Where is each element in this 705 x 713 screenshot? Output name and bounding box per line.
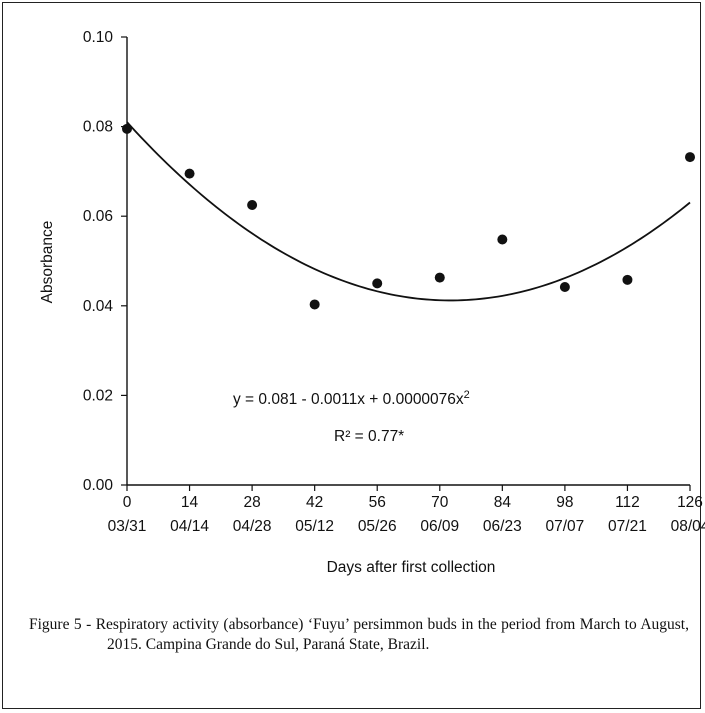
equation-text: y = 0.081 - 0.0011x + 0.0000076x: [233, 391, 464, 408]
x-ticks: 0 03/31 14 04/14 28 04/28 42 05/12 56 05/26 70 06/0…: [108, 485, 705, 535]
r-squared-label: R² = 0.77*: [334, 428, 404, 445]
y-tick-label: 0.06: [83, 208, 113, 225]
x-date-label: 03/31: [108, 518, 147, 535]
chart: 0.000.020.040.060.080.10 003/311404/1428…: [39, 29, 705, 576]
equation-superscript: 2: [464, 389, 470, 401]
data-point: [497, 234, 508, 245]
y-axis-title: Absorbance: [39, 221, 56, 304]
x-tick-label: 70: [431, 494, 449, 511]
y-tick-label: 0.08: [83, 119, 113, 136]
data-point: [559, 281, 570, 292]
x-date-label: 07/21: [608, 518, 647, 535]
x-date-label: 06/23: [483, 518, 522, 535]
x-tick-label: 84: [494, 494, 512, 511]
x-tick-label: 14: [181, 494, 199, 511]
x-tick-label: 0: [123, 494, 132, 511]
x-tick-label: 42: [306, 494, 323, 511]
data-point: [309, 299, 320, 310]
y-tick-label: 0.10: [83, 29, 114, 46]
x-tick-label: 28: [243, 494, 260, 511]
data-points: [122, 123, 695, 310]
y-ticks: 0.00 0.02 0.04 0.06 0.08 0.10: [83, 29, 127, 494]
axes: [126, 37, 690, 486]
data-point: [434, 272, 445, 283]
data-point: [247, 200, 258, 210]
fit-curve: [126, 121, 691, 302]
y-tick-label: 0.00: [83, 477, 114, 494]
x-date-label: 08/04: [671, 518, 705, 535]
data-point: [122, 123, 132, 134]
x-tick-label: 98: [556, 494, 573, 511]
figure-caption: Figure 5 - Respiratory activity (absorba…: [29, 616, 689, 653]
x-date-label: 04/14: [170, 518, 209, 535]
x-tick-label: 112: [615, 494, 640, 511]
data-point: [184, 168, 195, 179]
x-date-label: 05/12: [295, 518, 334, 535]
y-tick-label: 0.02: [83, 387, 113, 404]
x-date-label: 04/28: [233, 518, 272, 535]
x-date-label: 06/09: [420, 518, 459, 535]
x-tick-label: 56: [369, 494, 386, 511]
equation-label: y = 0.081 - 0.0011x + 0.0000076x2: [233, 389, 470, 408]
data-point: [622, 274, 633, 285]
x-date-label: 05/26: [358, 518, 397, 535]
data-point: [372, 278, 383, 289]
y-tick-label: 0.04: [83, 298, 114, 315]
x-date-label: 07/07: [545, 518, 584, 535]
x-axis-title: Days after first collection: [327, 559, 496, 576]
data-point: [685, 152, 695, 163]
x-tick-label: 126: [677, 494, 703, 511]
